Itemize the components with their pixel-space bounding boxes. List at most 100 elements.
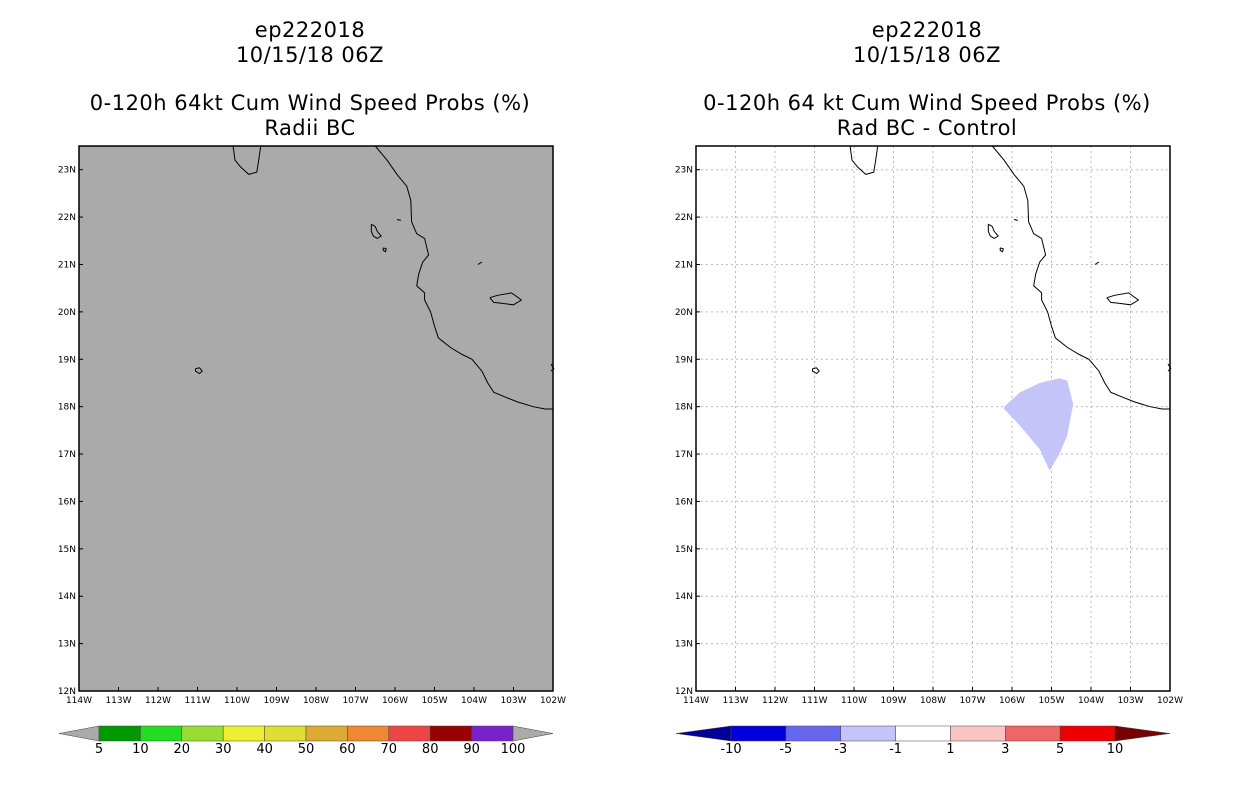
panel1-legend-label: 90 xyxy=(463,742,480,757)
panel1-island xyxy=(489,292,523,306)
panel2-lat-label: 16N xyxy=(675,497,693,507)
panel1-island xyxy=(396,219,402,221)
panel1-storm-id: ep222018 xyxy=(254,18,366,42)
panel2-lon-label: 110W xyxy=(841,696,867,706)
panel2-lon-label: 103W xyxy=(1117,696,1143,706)
panel2-lon-label: 114W xyxy=(683,696,709,706)
panel1-legend-label: 80 xyxy=(422,742,439,757)
panel2-lat-label: 18N xyxy=(675,403,693,413)
panel2-island xyxy=(1106,292,1140,306)
panel2-anomaly-region xyxy=(1004,378,1074,471)
panel2-lat-label: 21N xyxy=(675,260,693,270)
panel2-subtitle: Rad BC - Control xyxy=(836,116,1018,140)
panel2-legend-label: -10 xyxy=(720,742,741,757)
panel2-legend-swatch xyxy=(730,725,787,742)
panel2-product: 0-120h 64 kt Cum Wind Speed Probs (%) xyxy=(703,91,1151,115)
panel2-legend-label: -5 xyxy=(779,742,792,757)
panel2-lon-label: 113W xyxy=(722,696,748,706)
panel1-lat-label: 23N xyxy=(58,166,76,176)
panel1-lat-label: 12N xyxy=(58,687,76,697)
panel1-legend-label: 100 xyxy=(501,742,526,757)
panel1-legend-label: 10 xyxy=(132,742,149,757)
panel2-lon-label: 112W xyxy=(762,696,788,706)
panel1-subtitle: Radii BC xyxy=(264,116,356,140)
panel1-legend-label: 20 xyxy=(174,742,191,757)
panel1-legend-swatch xyxy=(222,725,265,742)
panel2-legend-swatch xyxy=(1005,725,1061,742)
panel2-legend-swatch xyxy=(895,725,951,742)
panel1-coastline-mexico xyxy=(374,145,553,410)
panel1-legend-swatch xyxy=(388,725,431,742)
panel1-lat-label: 16N xyxy=(58,497,76,507)
panel2-lat-label: 14N xyxy=(675,592,693,602)
panel2-legend-swatch xyxy=(785,725,841,742)
panel1-legend-swatch xyxy=(429,725,472,742)
panel1-lon-label: 110W xyxy=(224,696,250,706)
panel1-lat-label: 17N xyxy=(58,450,76,460)
panel1-legend-swatch xyxy=(471,725,514,742)
panel2-legend-high-arrow xyxy=(1114,725,1171,742)
panel2-lon-label: 104W xyxy=(1078,696,1104,706)
panel1-lat-label: 14N xyxy=(58,592,76,602)
panel2-legend-label: 3 xyxy=(1001,742,1009,757)
panel2-legend-label: 1 xyxy=(946,742,954,757)
panel2-island xyxy=(987,223,999,239)
panel1-lon-label: 103W xyxy=(500,696,526,706)
panel1-legend-label: 50 xyxy=(298,742,315,757)
panel1-lon-label: 111W xyxy=(184,696,210,706)
panel2-lat-label: 15N xyxy=(675,545,693,555)
panel1-title: ep222018 10/15/18 06Z xyxy=(65,18,555,68)
panel1-lon-label: 102W xyxy=(540,696,566,706)
panel1-island xyxy=(370,223,382,239)
panel2-storm-id: ep222018 xyxy=(871,18,983,42)
panel2-lon-label: 108W xyxy=(920,696,946,706)
panel1-product: 0-120h 64kt Cum Wind Speed Probs (%) xyxy=(89,91,531,115)
panel1-legend-label: 5 xyxy=(95,742,103,757)
panel1-lon-label: 105W xyxy=(421,696,447,706)
panel2-lat-label: 22N xyxy=(675,213,693,223)
panel2-legend-swatch xyxy=(950,725,1006,742)
panel1-lon-label: 109W xyxy=(263,696,289,706)
panel2-lat-label: 17N xyxy=(675,450,693,460)
panel1-lon-label: 114W xyxy=(66,696,92,706)
panel1-legend-label: 40 xyxy=(256,742,273,757)
panel2-legend-swatch xyxy=(840,725,896,742)
panel2-lon-label: 106W xyxy=(999,696,1025,706)
panel1-coastline-baja xyxy=(232,145,262,175)
panel1-lon-label: 112W xyxy=(145,696,171,706)
panel1-legend-swatch xyxy=(305,725,348,742)
panel1-island xyxy=(550,363,555,372)
panel1-lon-label: 104W xyxy=(461,696,487,706)
panel1-lon-label: 113W xyxy=(105,696,131,706)
panel2-lon-label: 102W xyxy=(1157,696,1183,706)
panel1-lat-label: 20N xyxy=(58,308,76,318)
panel2-lon-label: 105W xyxy=(1038,696,1064,706)
panel1-lat-label: 21N xyxy=(58,260,76,270)
panel2-legend-label: 10 xyxy=(1107,742,1124,757)
panel2-title: ep222018 10/15/18 06Z xyxy=(682,18,1172,68)
panel1-datetime: 10/15/18 06Z xyxy=(235,43,385,67)
panel1-legend-label: 60 xyxy=(339,742,356,757)
panel1-island xyxy=(477,261,483,265)
panel2-legend-low-arrow xyxy=(675,725,732,742)
panel2-lon-label: 109W xyxy=(880,696,906,706)
panel1-legend-swatch xyxy=(140,725,183,742)
panel2-island xyxy=(1167,363,1172,372)
panel1-lat-label: 15N xyxy=(58,545,76,555)
panel1-lat-label: 13N xyxy=(58,640,76,650)
panel1-legend-high-arrow xyxy=(512,725,554,742)
panel1-legend-swatch xyxy=(181,725,224,742)
panel1-legend-low-arrow xyxy=(58,725,100,742)
panel2-lat-label: 19N xyxy=(675,355,693,365)
panel1-lat-label: 18N xyxy=(58,403,76,413)
panel1-lon-label: 108W xyxy=(303,696,329,706)
panel2-island xyxy=(1013,219,1019,221)
panel2-datetime: 10/15/18 06Z xyxy=(852,43,1002,67)
panel1-legend-label: 30 xyxy=(215,742,232,757)
panel2-legend-label: 5 xyxy=(1056,742,1064,757)
panel1-lon-label: 106W xyxy=(382,696,408,706)
panel2-lat-label: 23N xyxy=(675,166,693,176)
panel1-legend-swatch xyxy=(347,725,390,742)
panel2-lon-label: 107W xyxy=(959,696,985,706)
